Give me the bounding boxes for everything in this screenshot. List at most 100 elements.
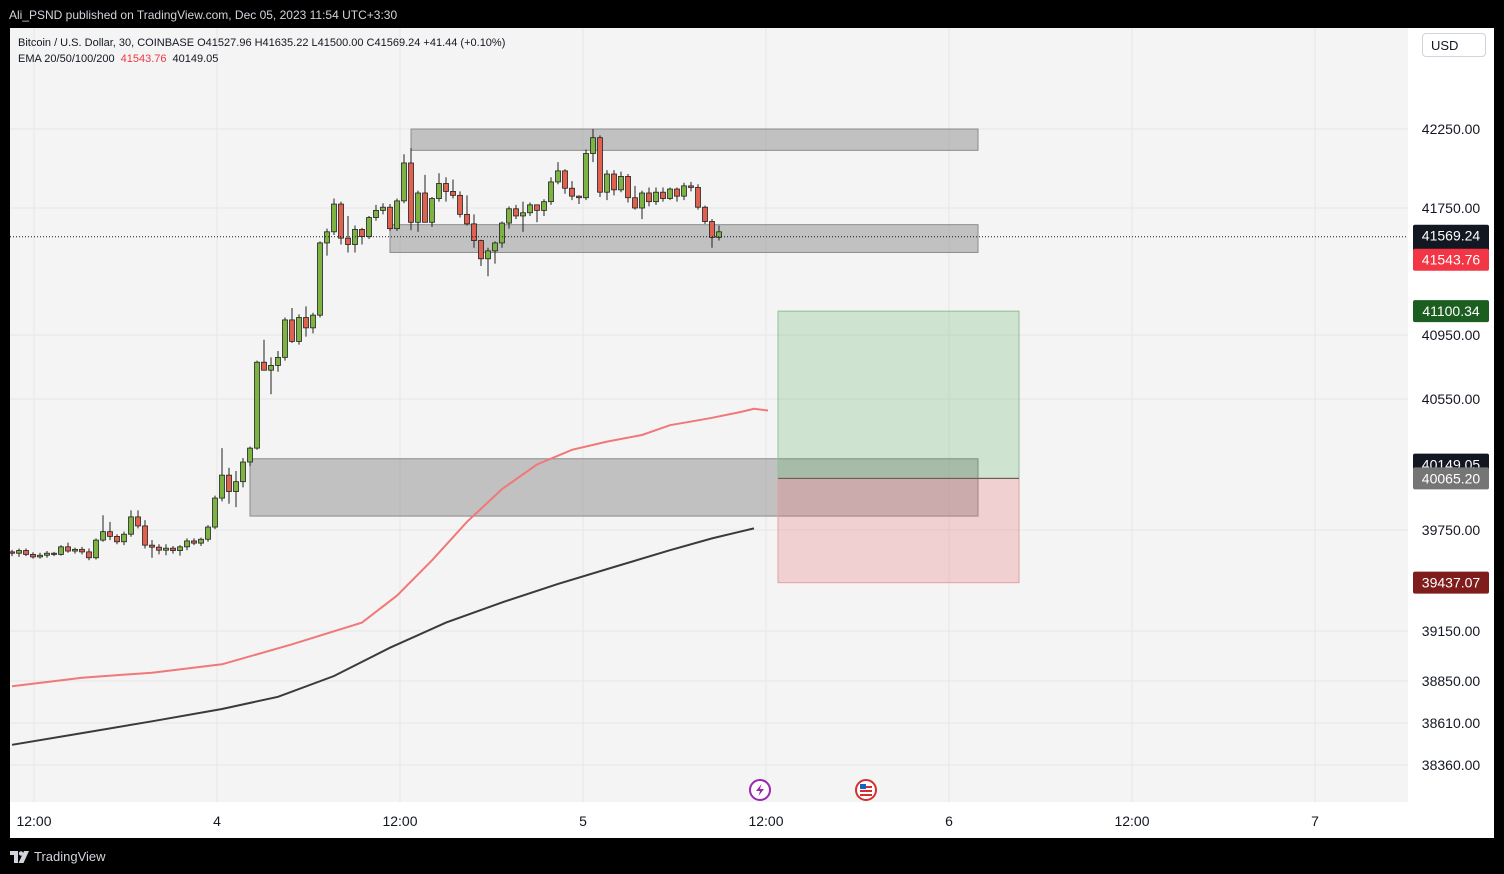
time-label-2: 12:00 (382, 813, 417, 829)
candle-body (450, 191, 456, 196)
currency-button[interactable]: USD (1422, 33, 1486, 57)
candle-76 (541, 199, 547, 216)
candle-39 (282, 317, 288, 361)
candle-body (37, 554, 43, 558)
candle-body (100, 531, 106, 541)
last-price-tag-text: 41569.24 (1422, 228, 1481, 244)
candle-37 (268, 357, 274, 395)
candle-body (590, 137, 596, 154)
time-label-5: 6 (945, 813, 953, 829)
candle-body (156, 546, 162, 551)
price-label-1: 41750.00 (1422, 200, 1481, 216)
ema-lines (11, 407, 769, 746)
price-label-2: 40950.00 (1422, 327, 1481, 343)
candle-body (142, 525, 148, 546)
candle-body (72, 548, 78, 552)
candle-32 (233, 471, 239, 508)
candle-26 (191, 538, 197, 546)
candle-44 (317, 241, 323, 318)
candle-body (191, 540, 197, 544)
candle-84 (597, 135, 603, 197)
stop-area (777, 477, 1020, 584)
price-chart[interactable]: 42250.00 41750.00 40950.00 40550.00 39750.00… (10, 28, 1494, 838)
candle-78 (555, 162, 561, 185)
candle-6 (51, 551, 57, 557)
candle-99 (702, 205, 708, 224)
us-flag-event-icon[interactable] (855, 779, 877, 801)
candle-body (541, 201, 547, 211)
candle-10 (79, 546, 85, 555)
publish-info: Ali_PSND published on TradingView.com, D… (9, 8, 398, 22)
candle-body (485, 250, 491, 260)
candle-body (86, 551, 92, 559)
candle-94 (667, 187, 673, 201)
target-price-tag-text: 41100.34 (1422, 303, 1480, 319)
entry-price-tag: 40065.20 (1413, 467, 1489, 490)
candle-body (597, 137, 603, 193)
candle-16 (121, 531, 127, 546)
entry-price-tag-text: 40065.20 (1422, 470, 1481, 486)
candle-3 (30, 552, 36, 559)
candle-81 (576, 195, 582, 205)
candle-body (688, 185, 694, 188)
candle-body (457, 194, 463, 215)
candle-54 (387, 204, 393, 232)
candle-25 (184, 538, 190, 551)
candle-body (121, 533, 127, 543)
candle-83 (590, 129, 596, 163)
time-axis-bg (10, 802, 1408, 838)
stop-price-tag-text: 39437.07 (1422, 575, 1481, 591)
candle-45 (324, 228, 330, 256)
candle-body (324, 231, 330, 244)
candle-57 (408, 147, 414, 231)
candle-body (184, 540, 190, 548)
candle-72 (513, 204, 519, 220)
time-axis[interactable]: 12:00 4 12:00 5 12:00 6 12:00 7 (10, 802, 1408, 838)
candle-body (534, 204, 540, 211)
brand-name: TradingView (34, 849, 106, 864)
target-area (777, 310, 1020, 479)
candle-body (667, 188, 673, 199)
tradingview-logo[interactable]: TradingView (10, 849, 106, 864)
candle-body (422, 192, 428, 223)
candle-body (275, 356, 281, 366)
candle-body (527, 204, 533, 214)
candle-60 (429, 196, 435, 228)
candle-64 (457, 191, 463, 218)
time-label-4: 12:00 (748, 813, 783, 829)
tradingview-logo-icon (10, 850, 29, 863)
long-position-tool[interactable] (777, 310, 1020, 584)
candle-body (373, 209, 379, 218)
candle-body (632, 197, 638, 209)
candle-body (303, 317, 309, 329)
candle-body (562, 170, 568, 189)
candle-body (93, 539, 99, 559)
candle-90 (639, 190, 645, 220)
candle-27 (198, 537, 204, 546)
candle-71 (506, 206, 512, 229)
candle-body (436, 183, 442, 199)
candle-body (107, 531, 113, 537)
candle-53 (380, 203, 386, 215)
candle-51 (366, 215, 372, 239)
candle-35 (254, 360, 260, 450)
ema-legend-line: EMA 20/50/100/200 41543.76 40149.05 (18, 51, 505, 67)
candle-body (471, 223, 477, 241)
candle-body (569, 187, 575, 197)
candle-body (681, 185, 687, 197)
ema-slow-value: 40149.05 (172, 53, 219, 65)
candle-13 (100, 515, 106, 542)
candle-body (79, 548, 85, 553)
candle-41 (296, 314, 302, 345)
candle-23 (170, 545, 176, 554)
ema-indicator-label[interactable]: EMA 20/50/100/200 (18, 53, 115, 65)
candle-body (317, 242, 323, 316)
price-axis[interactable]: 42250.00 41750.00 40950.00 40550.00 39750.00… (1408, 28, 1494, 838)
candle-body (289, 319, 295, 342)
candle-69 (492, 241, 498, 264)
bolt-event-icon[interactable] (749, 779, 771, 801)
zone-2 (249, 458, 979, 517)
plot-area[interactable] (10, 28, 1408, 802)
candle-body (10, 551, 15, 554)
candle-29 (212, 495, 218, 530)
